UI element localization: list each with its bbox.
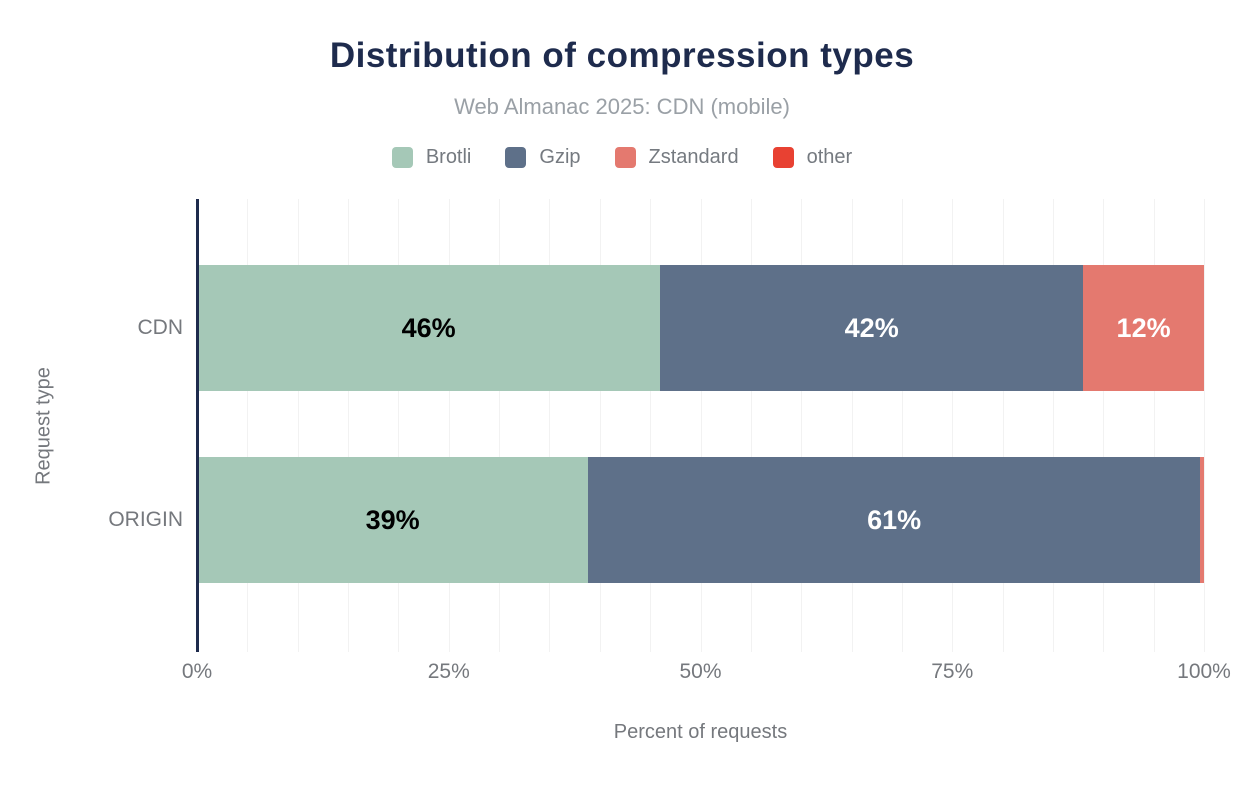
legend-label: Brotli — [425, 146, 472, 168]
gridline — [348, 199, 350, 652]
legend-item-gzip: Gzip — [505, 146, 581, 169]
legend-item-other: other — [772, 146, 853, 169]
gridline — [650, 199, 652, 652]
gridline — [499, 199, 501, 652]
gridline — [1052, 199, 1054, 652]
gridline — [448, 199, 450, 652]
gridline — [247, 199, 249, 652]
bar-segment-zstandard: 12% — [1083, 265, 1204, 391]
gridline — [851, 199, 853, 652]
legend-swatch-icon — [614, 147, 636, 168]
x-tick-label: 75% — [931, 660, 974, 683]
category-label-origin: ORIGIN — [108, 508, 183, 531]
bar-segment-gzip: 42% — [660, 265, 1084, 391]
y-axis-line — [196, 199, 199, 652]
segment-value-label: 39% — [365, 504, 420, 535]
gridline — [398, 199, 400, 652]
category-label-cdn: CDN — [137, 316, 184, 339]
gridline — [952, 199, 954, 652]
bar-segment-brotli: 39% — [197, 457, 589, 583]
x-tick-label: 25% — [427, 660, 470, 683]
bar-row-origin: 39% 61% — [197, 457, 1204, 583]
x-tick-label: 50% — [679, 660, 722, 683]
plot-area: 46% 42% 12% 39% 61% — [196, 199, 1205, 652]
bar-segment-brotli: 46% — [197, 265, 661, 391]
chart-subtitle: Web Almanac 2025: CDN (mobile) — [454, 94, 790, 119]
gridline — [1204, 199, 1205, 652]
segment-value-label: 12% — [1116, 312, 1171, 343]
gridline — [599, 199, 601, 652]
x-axis-title: Percent of requests — [613, 721, 788, 743]
gridline — [901, 199, 903, 652]
gridline — [1153, 199, 1155, 652]
x-tick-label: 0% — [181, 660, 213, 683]
gridline — [700, 199, 702, 652]
bar-segment-zstandard — [1200, 457, 1204, 583]
bar-row-cdn: 46% 42% 12% — [197, 265, 1204, 391]
legend-label: other — [806, 146, 853, 168]
chart-title: Distribution of compression types — [329, 36, 915, 75]
gridline — [750, 199, 752, 652]
bar-segment-gzip: 61% — [588, 457, 1200, 583]
segment-value-label: 42% — [844, 312, 899, 343]
gridline — [1103, 199, 1105, 652]
gridline — [549, 199, 551, 652]
legend-item-brotli: Brotli — [391, 146, 472, 169]
segment-value-label: 46% — [401, 312, 456, 343]
gridline — [297, 199, 299, 652]
gridline — [801, 199, 803, 652]
legend-swatch-icon — [772, 147, 794, 168]
segment-value-label: 61% — [867, 504, 922, 535]
legend-label: Zstandard — [648, 146, 739, 168]
legend-label: Gzip — [539, 146, 581, 168]
gridline — [1002, 199, 1004, 652]
y-axis-title: Request type — [32, 367, 55, 485]
x-tick-label: 100% — [1177, 660, 1231, 683]
legend-swatch-icon — [505, 147, 527, 168]
legend-swatch-icon — [391, 147, 413, 168]
legend-item-zstandard: Zstandard — [614, 146, 739, 169]
legend: Brotli Gzip Zstandard other — [0, 146, 1244, 169]
